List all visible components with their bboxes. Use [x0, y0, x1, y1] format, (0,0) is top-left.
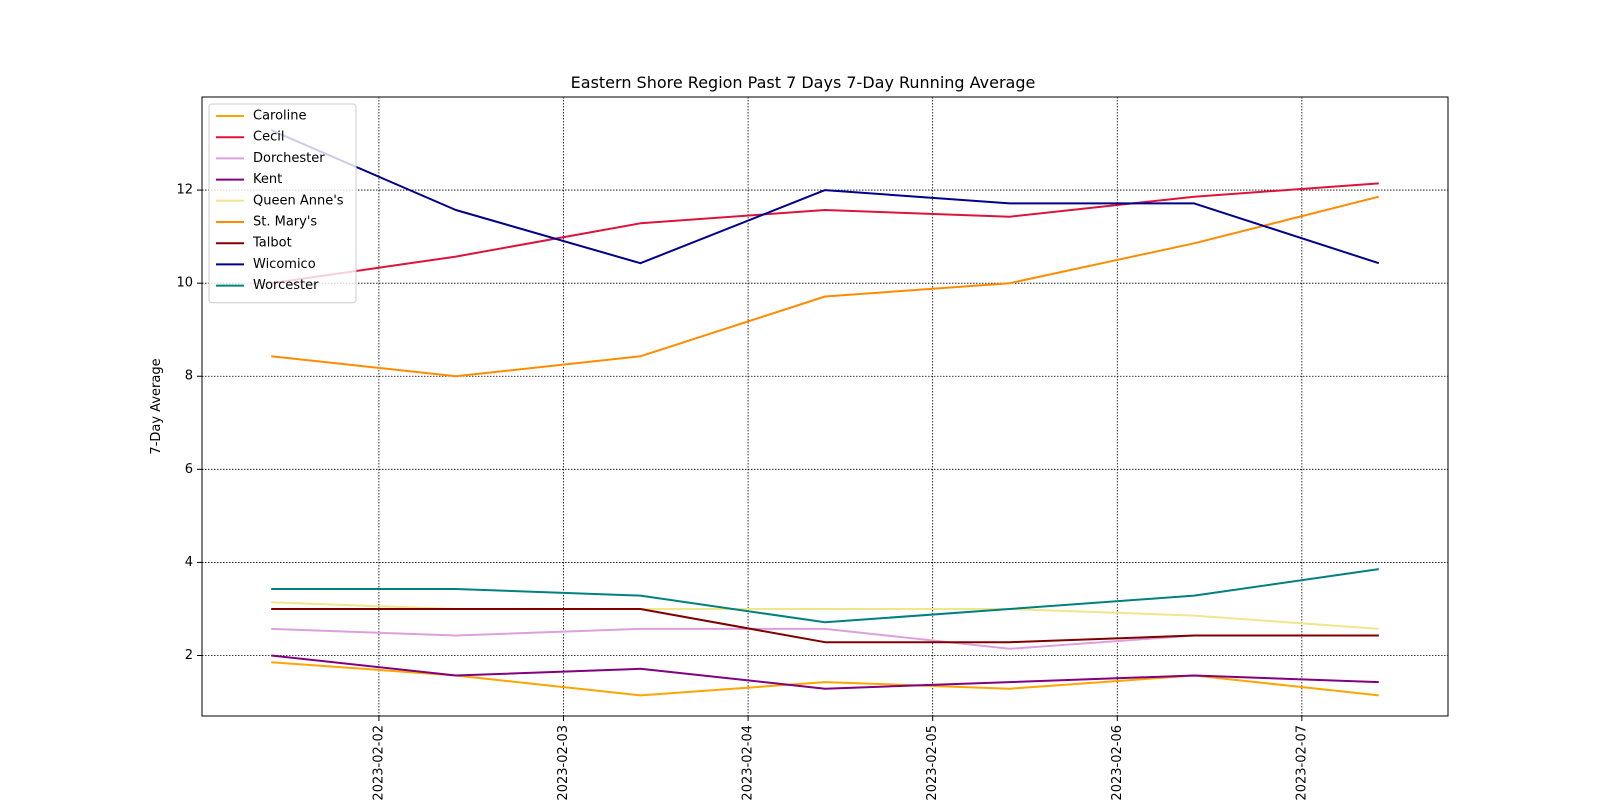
x-tick-label: 2023-02-07 — [1294, 725, 1309, 800]
y-axis-ticks: 2 4 6 8 10 12 — [176, 183, 202, 663]
series-lines — [270, 129, 1380, 697]
y-tick-label: 12 — [176, 183, 193, 198]
legend-box — [208, 103, 357, 304]
series-line-talbot — [271, 608, 1379, 644]
legend: Caroline Cecil Dorchester Kent Queen Anne's S… — [208, 103, 357, 304]
y-tick-label: 2 — [185, 648, 193, 663]
chart-title: Eastern Shore Region Past 7 Days 7-Day R… — [571, 73, 1036, 92]
x-axis-ticks: 2023-02-02 2023-02-03 2023-02-04 2023-02-05… — [371, 716, 1309, 800]
y-tick-label: 8 — [185, 369, 193, 384]
legend-label: Dorchester — [253, 151, 325, 166]
series-line-kent — [271, 654, 1379, 690]
legend-label: Worcester — [253, 278, 319, 293]
legend-label: Kent — [253, 172, 282, 187]
x-tick-label: 2023-02-05 — [925, 725, 940, 800]
x-tick-label: 2023-02-04 — [741, 725, 756, 800]
y-tick-label: 4 — [185, 555, 193, 570]
y-tick-label: 10 — [176, 276, 193, 291]
x-tick-label: 2023-02-06 — [1110, 725, 1125, 800]
y-axis-label: 7-Day Average — [149, 358, 164, 454]
legend-label: Queen Anne's — [253, 193, 344, 208]
series-line-wicomico — [270, 129, 1380, 265]
series-line-cecil — [271, 182, 1379, 285]
series-line-st-mary-s — [271, 195, 1380, 378]
grid — [202, 97, 1448, 716]
legend-label: St. Mary's — [253, 215, 317, 230]
legend-label: Cecil — [253, 130, 284, 145]
x-tick-label: 2023-02-03 — [556, 725, 571, 800]
x-tick-label: 2023-02-02 — [371, 725, 386, 800]
legend-label: Wicomico — [253, 257, 316, 272]
legend-label: Talbot — [252, 236, 292, 251]
legend-label: Caroline — [253, 109, 307, 124]
plot-frame — [201, 96, 1449, 717]
series-line-worcester — [271, 568, 1379, 624]
y-tick-label: 6 — [185, 462, 193, 477]
